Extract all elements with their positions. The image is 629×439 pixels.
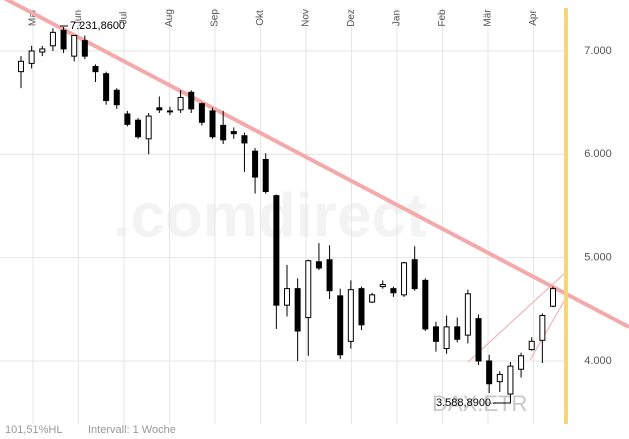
- candle-body: [390, 288, 397, 294]
- candle-body: [252, 150, 259, 178]
- candle-body: [401, 262, 408, 296]
- candle-body: [475, 318, 482, 362]
- candle-body: [81, 40, 88, 57]
- candle-body: [156, 107, 163, 111]
- x-tick-label: Mär: [483, 9, 494, 27]
- y-tick-label: 4.000: [584, 355, 612, 367]
- x-tick-label: Okt: [255, 10, 266, 26]
- candle-body: [379, 284, 386, 288]
- candle-body: [432, 326, 439, 342]
- candle-body: [135, 119, 142, 138]
- candle-body: [230, 131, 237, 135]
- candle-body: [262, 158, 269, 193]
- candle-body: [326, 259, 333, 292]
- candle-body: [422, 279, 429, 330]
- watermark: .comdirect: [113, 181, 427, 250]
- y-tick-label: 7.000: [584, 45, 612, 57]
- trend-line: [3, 0, 629, 329]
- candle-body: [71, 34, 78, 57]
- candle-body: [177, 96, 184, 111]
- candle-body: [166, 110, 173, 113]
- candle-body: [284, 288, 290, 306]
- candle-body: [28, 50, 35, 64]
- candle-body: [486, 360, 493, 385]
- low-annotation: 3.588,8900: [436, 397, 491, 409]
- candle-body: [18, 60, 24, 73]
- candle-body: [294, 288, 301, 332]
- x-tick-label: Jun: [73, 10, 84, 26]
- candle-body: [507, 365, 514, 395]
- footer-interval: Intervall: 1 Woche: [88, 424, 176, 436]
- candle-body: [145, 115, 152, 140]
- footer-scale: 101,51%HL: [5, 424, 63, 436]
- candle-body: [528, 340, 535, 351]
- candle-body: [347, 289, 354, 342]
- x-tick-label: Jan: [392, 10, 403, 26]
- x-tick-label: Jul: [119, 12, 130, 25]
- candle-body: [315, 261, 322, 269]
- x-tick-label: Dez: [346, 9, 357, 27]
- candle-body: [358, 288, 365, 326]
- candle-body: [220, 124, 227, 141]
- candle-body: [49, 31, 56, 47]
- channel-line: [467, 271, 567, 363]
- candle-body: [103, 73, 110, 102]
- candle-body: [124, 113, 131, 125]
- y-tick-label: 5.000: [584, 252, 612, 264]
- candle-body: [539, 315, 546, 341]
- candle-body: [550, 288, 556, 307]
- candle-body: [369, 294, 376, 303]
- x-tick-label: Aug: [164, 9, 175, 27]
- candle-body: [39, 48, 46, 53]
- candle-body: [464, 293, 471, 336]
- candle-body: [113, 89, 120, 106]
- x-tick-label: Apr: [528, 10, 539, 26]
- candle-body: [518, 355, 525, 370]
- chart-title: DAX.ETR: [432, 391, 527, 416]
- candle-body: [273, 195, 280, 306]
- candle-body: [305, 260, 312, 319]
- candle-body: [188, 91, 195, 110]
- candle-body: [337, 295, 344, 356]
- y-tick-label: 6.000: [584, 148, 612, 160]
- candle-body: [411, 259, 418, 290]
- x-tick-label: Nov: [301, 9, 312, 27]
- candle-body: [209, 110, 216, 138]
- x-tick-label: Mai: [28, 10, 39, 26]
- candle-body: [496, 373, 503, 383]
- candle-body: [60, 29, 67, 50]
- x-tick-label: Sep: [210, 9, 221, 27]
- x-tick-label: Feb: [437, 9, 448, 27]
- channel-line: [529, 297, 567, 361]
- candle-body: [443, 326, 450, 350]
- candle-body: [198, 103, 205, 123]
- candle-body: [241, 135, 248, 144]
- candle-body: [454, 326, 461, 340]
- candle-body: [92, 65, 99, 73]
- high-annotation: 7.231,8600: [70, 20, 125, 32]
